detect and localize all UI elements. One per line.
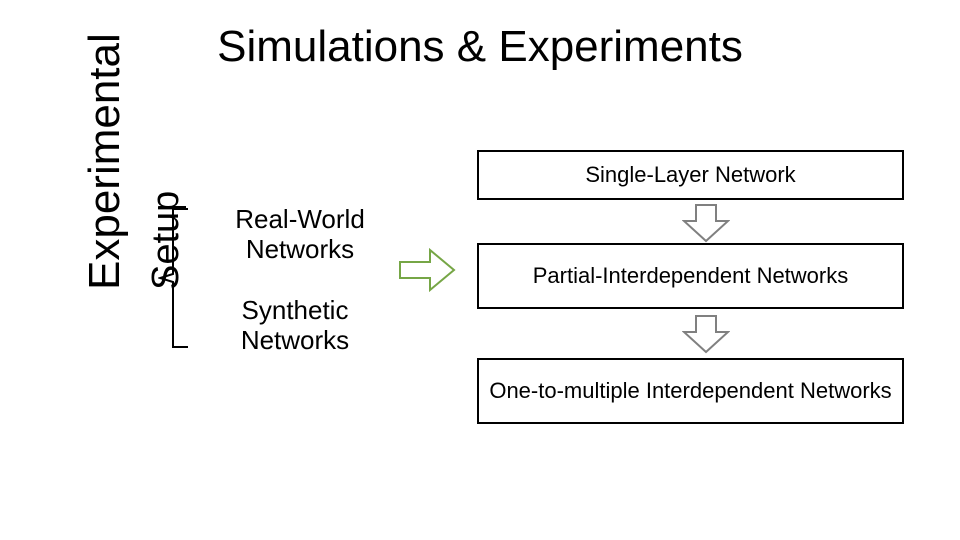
box-one-to-multiple: One-to-multiple Interdependent Networks xyxy=(477,358,904,424)
arrow-down-icon-1 xyxy=(682,203,730,248)
box-partial-interdependent: Partial-Interdependent Networks xyxy=(477,243,904,309)
arrow-down-icon-2 xyxy=(682,314,730,359)
vertical-label-experimental: Experimental xyxy=(80,33,130,290)
box-single-layer: Single-Layer Network xyxy=(477,150,904,200)
page-title: Simulations & Experiments xyxy=(0,22,960,72)
arrow-right-icon xyxy=(398,248,458,297)
bracket-icon xyxy=(158,207,188,349)
box-label: One-to-multiple Interdependent Networks xyxy=(489,378,891,404)
mid-label-synthetic: Synthetic Networks xyxy=(225,296,365,356)
mid-label-realworld: Real-World Networks xyxy=(220,205,380,265)
box-label: Single-Layer Network xyxy=(585,162,795,188)
box-label: Partial-Interdependent Networks xyxy=(533,263,849,289)
